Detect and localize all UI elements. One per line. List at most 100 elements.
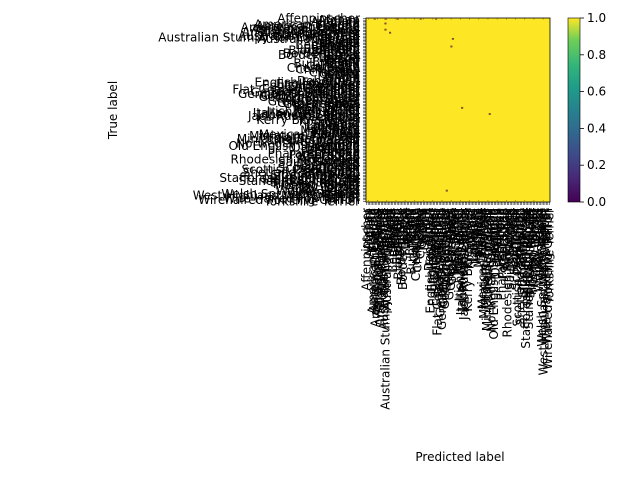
x-tick-label: Rottweiler: [502, 208, 516, 269]
x-tick-label: Yorkshire Terrier: [542, 208, 556, 305]
y-tick-label: Clumber: [309, 65, 360, 79]
cell-speck: [377, 200, 378, 201]
y-tick-label: Weimaraner: [287, 186, 360, 200]
x-tick-label: Whippet: [538, 208, 552, 258]
cell-speck: [460, 200, 461, 201]
heatmap-cells: [366, 18, 550, 202]
x-tick-label: Miniature Schnauzer: [480, 208, 494, 331]
x-tick-label: Cardigan: [408, 208, 422, 262]
x-tick-label: Redbone: [499, 208, 513, 261]
y-tick-label: Norfolk: [317, 135, 360, 149]
y-tick-label: Chihuahua: [296, 62, 360, 76]
y-tick-label: Beagle: [319, 36, 360, 50]
y-tick-label: Miniature Pinscher: [249, 129, 360, 143]
y-tick-label: Afghan: [318, 13, 360, 27]
y-tick-label: Welsh Springer Spaniel: [221, 187, 360, 201]
y-tick-label: Japanese Spaniel: [256, 107, 360, 121]
x-tick-label: Border Terrier: [396, 208, 410, 290]
y-tick-label: Lakeland: [306, 119, 360, 133]
y-tick-label: West Highland White Terrier: [193, 188, 360, 202]
y-tick-label: Vizsla: [325, 183, 360, 197]
y-tick-label: Miniature Schnauzer: [237, 132, 360, 146]
x-tick-label: Silky Terrier: [518, 208, 532, 278]
confusion-cell: [396, 18, 399, 20]
x-tick-label: Cairn: [406, 208, 420, 239]
y-tick-labels: AffenpinscherAfghanAiredaleAkitaAmerican…: [158, 12, 366, 208]
y-tick-label: Whippet: [310, 190, 360, 204]
cell-speck: [377, 18, 378, 20]
x-tick-label: Malinois: [473, 208, 487, 257]
x-tick-label: Tibetan Mastiff: [525, 207, 539, 298]
y-tick-label: Italian Greyhound: [253, 106, 360, 120]
y-tick-label: Schipperke: [293, 160, 360, 174]
x-tick-label: Maltese: [474, 208, 488, 255]
confusion-cell: [384, 22, 387, 25]
cell-speck: [460, 18, 461, 20]
y-tick-label: Chesapeake: [287, 61, 360, 75]
cell-speck: [478, 18, 480, 20]
y-tick-label: Boxer: [326, 52, 360, 66]
x-tick-label: Briard: [402, 208, 416, 244]
x-tick-label: Dingo: [421, 208, 435, 243]
x-tick-label: Dhole: [419, 208, 433, 243]
x-tick-label: Gordon Setter: [439, 208, 453, 293]
y-tick-label: Leonberg: [304, 120, 360, 134]
y-tick-label: American Eskimo: [256, 19, 360, 33]
x-tick-label: Schipperke: [508, 208, 522, 275]
cell-speck: [395, 18, 397, 20]
x-tick-label: Doberman: [422, 208, 436, 271]
y-tick-label: Eskimo: [317, 81, 360, 95]
y-tick-label: Irish Water: [295, 103, 360, 117]
confusion-cell: [435, 18, 438, 20]
y-tick-label: German Shepherd: [251, 86, 360, 100]
cell-speck: [395, 200, 397, 201]
y-tick-label: Saint Bernard: [278, 155, 360, 169]
x-tick-label: Dandie: [418, 208, 432, 251]
y-tick-label: Yorkshire Terrier: [263, 194, 360, 208]
y-tick-label: Basenji: [317, 33, 361, 47]
y-tick-label: Kelpie: [324, 112, 360, 126]
x-tick-label: American Bulldog: [366, 208, 380, 314]
x-tick-label: West Highland White Terrier: [536, 208, 550, 375]
x-tick-label: Pembroke: [493, 208, 507, 267]
y-tick-label: Blenheim: [303, 42, 360, 56]
x-tick-label: Cocker: [415, 208, 429, 249]
x-tick-label: Australian Stumpy Tail Cattle Dog: [379, 208, 393, 410]
y-tick-label: Mexican Hairless: [259, 128, 360, 142]
x-tick-label: Chesapeake: [409, 208, 423, 281]
y-tick-label: Border Terrier: [278, 48, 360, 62]
x-tick-label: Border Collie: [394, 208, 408, 285]
x-tick-label: Toy Poodle: [528, 208, 542, 272]
y-tick-label: Toy Poodle: [296, 180, 360, 194]
y-tick-label: Bedlington: [295, 38, 360, 52]
x-tick-label: Kuvasz: [464, 208, 478, 250]
x-tick-label: Walker Hound: [532, 208, 546, 292]
confusion-cell: [488, 113, 491, 115]
x-tick-label: Sealyham: [512, 208, 526, 267]
colorbar-tick-label: 0.0: [587, 195, 606, 209]
y-tick-label: Shih Tzu: [309, 167, 360, 181]
cell-speck: [414, 200, 415, 201]
y-tick-label: Sealyham: [301, 164, 360, 178]
cell-speck: [432, 200, 434, 201]
y-tick-label: Collie: [327, 68, 360, 82]
y-tick-label: Maltese: [313, 126, 360, 140]
x-tick-label: Australian Terrier: [380, 208, 394, 311]
confusion-cell: [384, 28, 387, 31]
cell-speck: [450, 18, 452, 20]
y-tick-label: Scotch Terrier: [278, 161, 360, 175]
y-tick-label: Borzoi: [323, 49, 360, 63]
x-tick-label: Greater Swiss: [444, 208, 458, 291]
x-tick-label: Norwegian Elkhound: [484, 208, 498, 332]
cell-speck: [432, 18, 434, 20]
x-tick-label: Irish Terrier: [450, 208, 464, 276]
colorbar: [567, 17, 581, 203]
y-tick-label: Australian Stumpy Tail Cattle Dog: [158, 31, 360, 45]
x-tick-label: Anatolian Shepherd: [373, 208, 387, 326]
x-tick-label: American Spaniel: [371, 208, 385, 313]
y-tick-label: Australian Cattle: [260, 28, 360, 42]
x-tick-label: Leonberg: [468, 208, 482, 264]
x-tick-label: Old English Sheepdog: [487, 208, 501, 340]
x-tick-label: Labrador: [465, 208, 479, 262]
y-tick-label: Pharaoh Hound: [268, 146, 360, 160]
